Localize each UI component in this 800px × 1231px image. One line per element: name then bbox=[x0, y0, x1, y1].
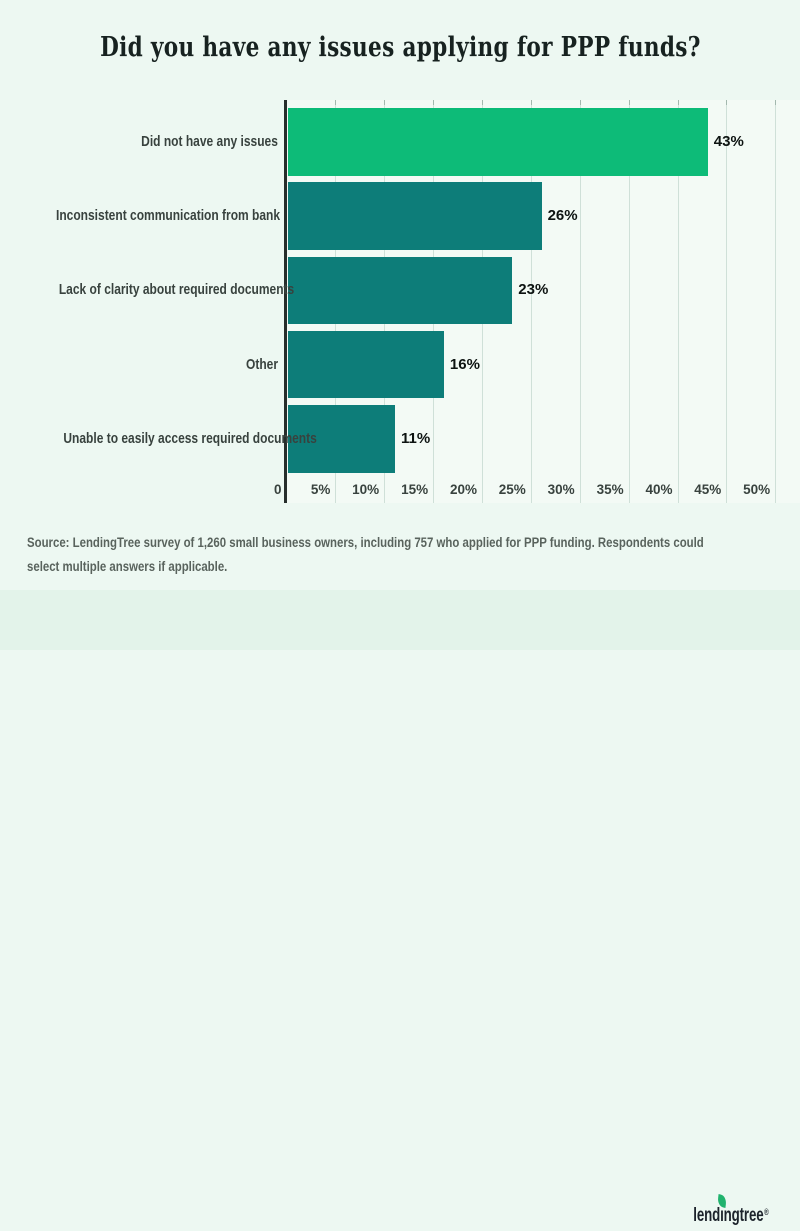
top-tick-mark bbox=[384, 100, 386, 105]
x-axis-tick-label: 45% bbox=[694, 482, 722, 497]
gridline bbox=[579, 100, 581, 503]
bar-value-label: 43% bbox=[713, 132, 744, 150]
x-axis-tick-label: 0 bbox=[273, 482, 282, 497]
gridline bbox=[726, 100, 728, 503]
top-tick-mark bbox=[628, 100, 630, 105]
top-tick-mark bbox=[677, 100, 679, 105]
top-tick-mark bbox=[482, 100, 483, 105]
category-label: Did not have any issues bbox=[141, 132, 278, 150]
x-axis-tick-label: 40% bbox=[645, 482, 673, 497]
x-axis-tick-label: 35% bbox=[596, 482, 624, 497]
bar bbox=[287, 330, 444, 399]
lendingtree-wordmark: lend ıngtree® bbox=[693, 1194, 769, 1231]
x-axis-tick-label: 25% bbox=[498, 482, 526, 497]
top-tick-mark bbox=[335, 100, 337, 105]
bar bbox=[287, 108, 708, 176]
x-axis-tick-label: 50% bbox=[743, 482, 771, 497]
logo-text-pre: lend bbox=[693, 1205, 721, 1226]
top-tick-mark bbox=[579, 100, 581, 105]
bar-value-label: 11% bbox=[401, 430, 431, 447]
x-axis-tick-label: 30% bbox=[547, 482, 575, 497]
footer-band: lend ıngtree® bbox=[0, 590, 800, 1226]
y-axis-line bbox=[284, 100, 287, 503]
category-label: Other bbox=[245, 355, 278, 373]
gridline bbox=[775, 100, 777, 503]
top-tick-mark bbox=[530, 100, 532, 105]
x-axis-tick-label: 20% bbox=[449, 482, 477, 497]
logo-letter-i: ı bbox=[717, 1194, 728, 1226]
source-note-line-1: Source: LendingTree survey of 1,260 smal… bbox=[27, 535, 704, 550]
chart-title: Did you have any issues applying for PPP… bbox=[0, 32, 800, 63]
source-note: Source: LendingTree survey of 1,260 smal… bbox=[27, 531, 800, 579]
chart-title-text: Did you have any issues applying for PPP… bbox=[99, 32, 701, 63]
gridline bbox=[628, 100, 630, 503]
logo-text-post: ngtree bbox=[723, 1205, 764, 1226]
category-label: Unable to easily access required documen… bbox=[63, 430, 317, 447]
top-tick-mark bbox=[433, 100, 435, 105]
bar-value-label: 26% bbox=[547, 207, 578, 225]
ppp-survey-infographic: Did you have any issues applying for PPP… bbox=[0, 32, 800, 1226]
bar bbox=[287, 182, 542, 250]
bar-value-label: 23% bbox=[518, 281, 549, 299]
bar bbox=[287, 405, 395, 473]
registered-mark-icon: ® bbox=[764, 1207, 769, 1217]
lendingtree-logo: lend ıngtree® bbox=[661, 1194, 769, 1227]
x-axis-tick-label: 10% bbox=[352, 482, 380, 497]
bar bbox=[287, 256, 513, 325]
category-label: Lack of clarity about required documents bbox=[58, 281, 295, 299]
x-axis-tick-label: 5% bbox=[310, 482, 331, 497]
x-axis-tick-label: 15% bbox=[401, 482, 429, 497]
category-label: Inconsistent communication from bank bbox=[56, 207, 281, 225]
bar-value-label: 16% bbox=[449, 355, 480, 373]
top-tick-mark bbox=[775, 100, 777, 105]
source-note-line-2: select multiple answers if applicable. bbox=[27, 559, 228, 574]
gridline bbox=[530, 100, 532, 503]
gridline bbox=[677, 100, 679, 503]
top-tick-mark bbox=[726, 100, 728, 105]
